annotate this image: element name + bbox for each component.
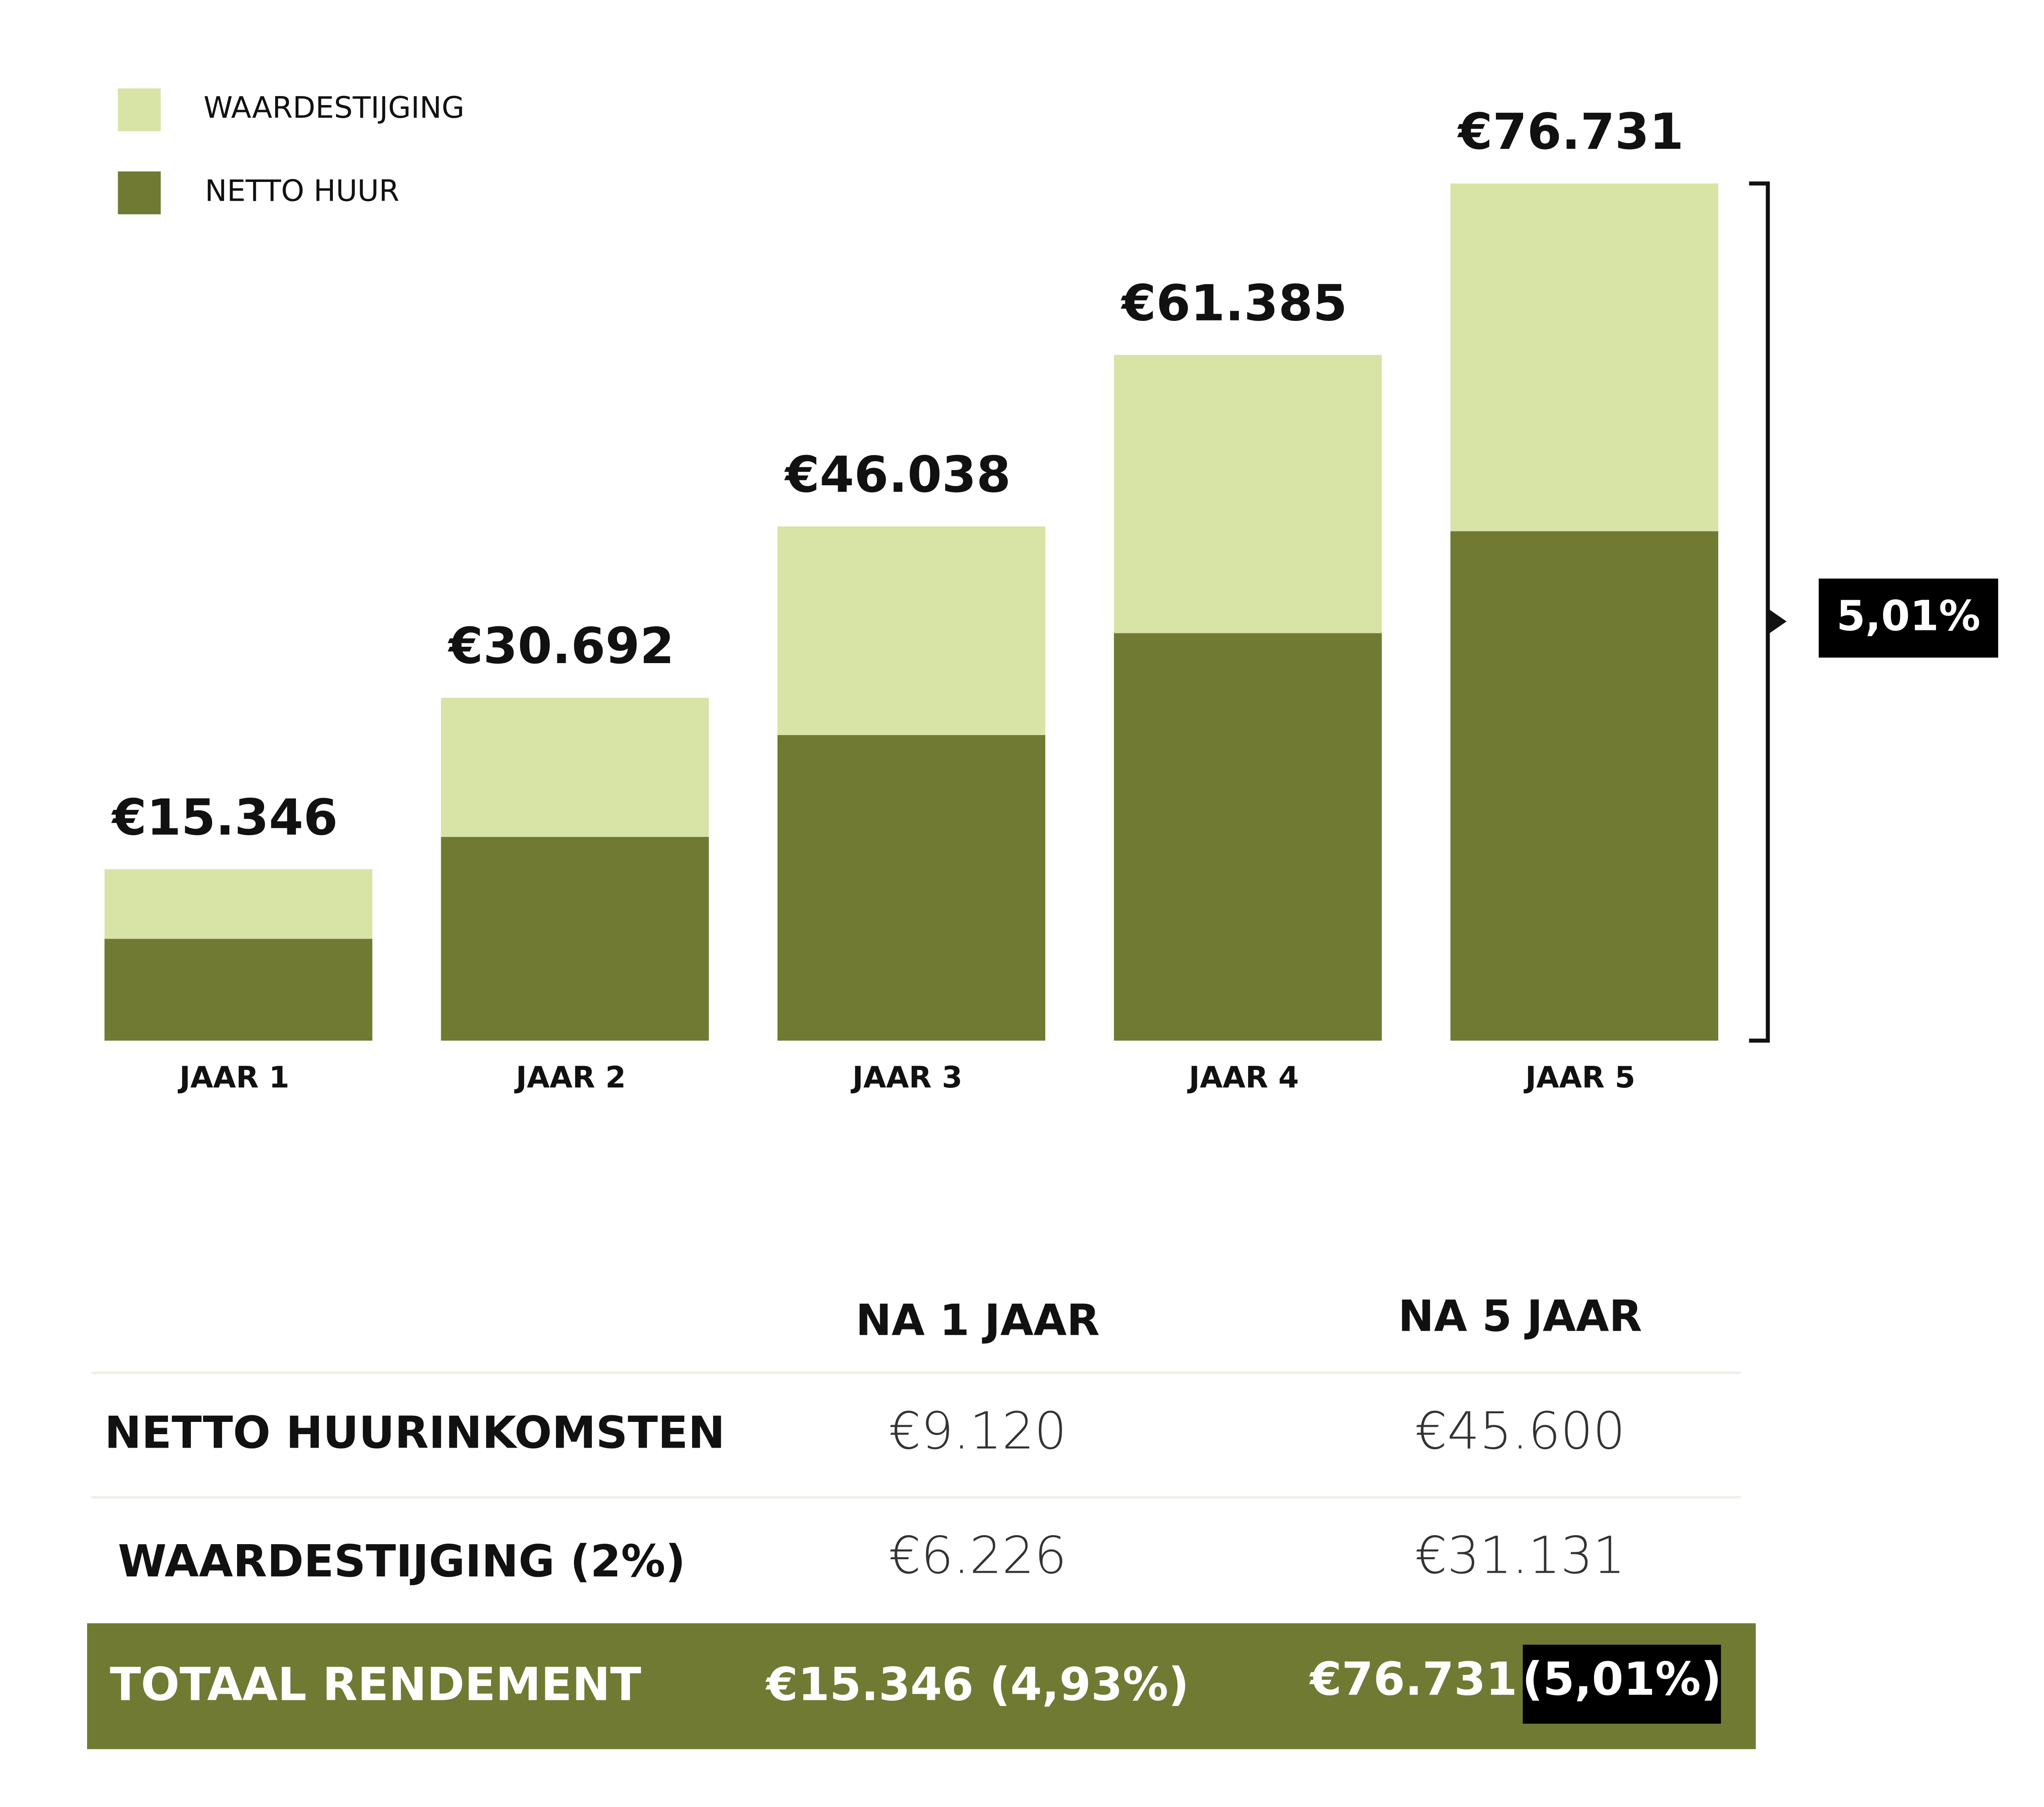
bar-segment — [1450, 183, 1719, 531]
bar-segment — [777, 526, 1046, 735]
total-label: €61.385 — [1121, 274, 1347, 332]
bracket — [1749, 181, 1770, 1043]
total-row — [87, 1623, 1756, 1749]
total-label: TOTAAL RENDEMENT — [110, 1659, 641, 1711]
x-tick-label: JAAR 4 — [1187, 1060, 1299, 1094]
bar-segment — [777, 735, 1046, 1041]
legend-label: WAARDESTIJGING — [204, 90, 464, 125]
x-tick-label: JAAR 2 — [514, 1060, 626, 1094]
highlight-box — [1522, 1644, 1721, 1724]
total-cell: (5,01%) — [1522, 1653, 1721, 1706]
cell: €45.600 — [1415, 1401, 1625, 1461]
total-cell: €76.731 — [1309, 1653, 1517, 1706]
row-label: WAARDESTIJGING (2%) — [118, 1536, 686, 1587]
cell: €9.120 — [889, 1401, 1067, 1461]
total-cell: €15.346 (4,93%) — [765, 1659, 1189, 1711]
bar-segment — [441, 837, 709, 1041]
legend-swatch — [118, 88, 161, 132]
annotation: 5,01% — [1836, 592, 1980, 640]
bar-segment — [1114, 355, 1382, 633]
bar-segment — [441, 697, 709, 837]
cell: €31.131 — [1415, 1526, 1625, 1585]
bar-segment — [1450, 531, 1719, 1041]
total-label: €15.346 — [111, 788, 338, 846]
x-tick-label: JAAR 5 — [1523, 1060, 1635, 1094]
legend-label: NETTO HUUR — [205, 173, 399, 208]
total-label: €46.038 — [784, 446, 1011, 504]
bracket-pointer — [1769, 609, 1787, 634]
column-header: NA 1 JAAR — [856, 1296, 1100, 1345]
x-tick-label: JAAR 3 — [850, 1060, 962, 1094]
legend-swatch — [118, 171, 161, 215]
bar-segment — [1114, 633, 1382, 1041]
cell: €6.226 — [889, 1526, 1067, 1585]
row-label: NETTO HUURINKOMSTEN — [105, 1408, 725, 1459]
bar-segment — [104, 939, 372, 1041]
x-tick-label: JAAR 1 — [177, 1060, 289, 1094]
total-label: €30.692 — [448, 617, 675, 675]
bar-segment — [104, 869, 372, 939]
total-label: €76.731 — [1457, 103, 1684, 161]
column-header: NA 5 JAAR — [1398, 1291, 1642, 1341]
annotation-box — [1818, 578, 1998, 658]
